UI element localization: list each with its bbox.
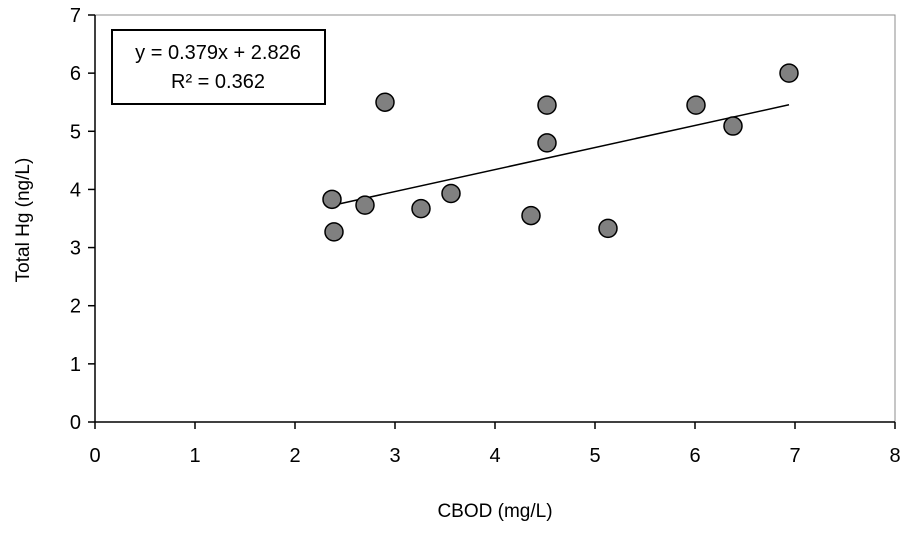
- y-tick-label: 5: [70, 121, 81, 143]
- equation-box-frame: [111, 29, 326, 105]
- data-point: [598, 218, 618, 239]
- data-point: [324, 222, 344, 242]
- data-point: [322, 189, 342, 210]
- x-tick-label: 8: [889, 445, 900, 467]
- r-squared-text: R² = 0.362: [171, 71, 265, 93]
- y-tick-label: 1: [70, 354, 81, 376]
- data-point: [521, 205, 541, 226]
- x-axis-title: CBOD (mg/L): [437, 501, 552, 522]
- x-tick-label: 1: [189, 445, 200, 467]
- y-axis-ticks: 0 1 2 3 4 5 6 7: [70, 5, 95, 434]
- y-tick-label: 4: [70, 179, 81, 201]
- equation-text: y = 0.379x + 2.826: [135, 42, 301, 64]
- x-tick-label: 6: [689, 445, 700, 467]
- data-points: [322, 63, 799, 242]
- y-tick-label: 7: [70, 5, 81, 27]
- x-tick-label: 3: [389, 445, 400, 467]
- x-tick-label: 7: [789, 445, 800, 467]
- data-point: [723, 116, 743, 136]
- trendline-equation-box: y = 0.379x + 2.826 R² = 0.362: [111, 29, 326, 105]
- x-tick-label: 5: [589, 445, 600, 467]
- data-point: [779, 63, 799, 83]
- trendline: [331, 104, 790, 207]
- y-tick-label: 2: [70, 296, 81, 318]
- x-tick-label: 2: [289, 445, 300, 467]
- data-point: [355, 195, 375, 215]
- data-point: [537, 95, 557, 115]
- data-point: [686, 95, 706, 115]
- x-axis-ticks: 0 1 2 3 4 5 6 7 8: [89, 422, 901, 467]
- data-point: [375, 92, 395, 112]
- trendline-group: [331, 104, 790, 207]
- x-tick-label: 4: [489, 445, 500, 467]
- data-point: [441, 183, 461, 204]
- y-tick-label: 0: [70, 412, 81, 434]
- data-point: [537, 133, 557, 153]
- y-axis-title: Total Hg (ng/L): [13, 158, 34, 283]
- y-tick-label: 6: [70, 63, 81, 85]
- data-point: [411, 198, 431, 219]
- x-tick-label: 0: [89, 445, 100, 467]
- y-tick-label: 3: [70, 238, 81, 260]
